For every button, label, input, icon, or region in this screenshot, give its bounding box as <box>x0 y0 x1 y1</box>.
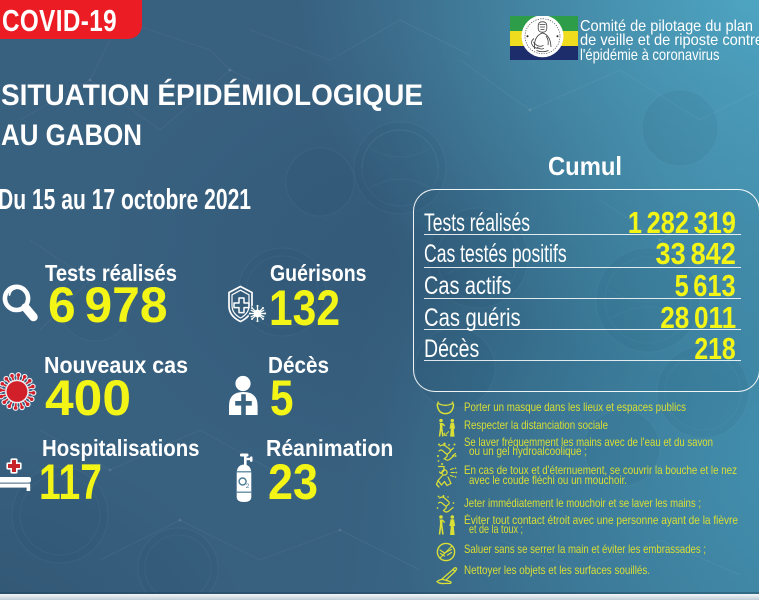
svg-text:2: 2 <box>246 483 250 490</box>
